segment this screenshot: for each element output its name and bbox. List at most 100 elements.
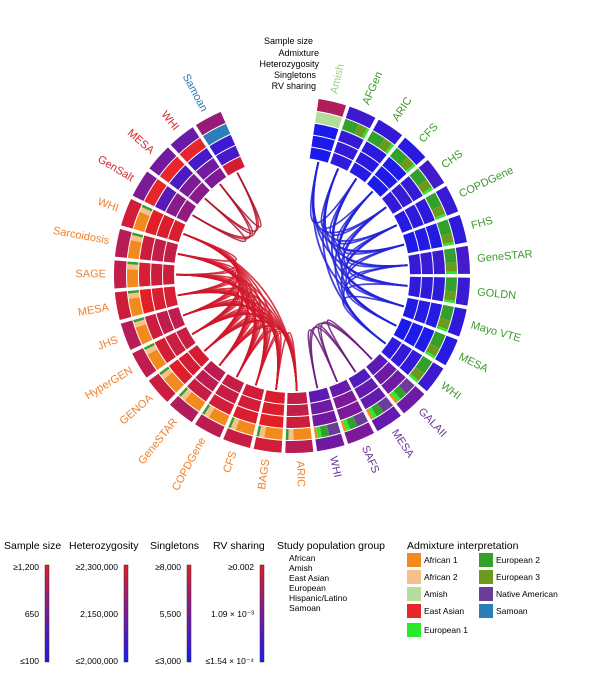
- admixture-cell: [180, 388, 192, 401]
- study-label: WHI: [439, 380, 463, 402]
- study-segment: [382, 159, 445, 214]
- admixture-cell: [399, 157, 414, 172]
- admixture-cell: [316, 426, 322, 438]
- study-label: BAGS: [256, 458, 272, 490]
- singletons-cell: [414, 300, 431, 324]
- admixture-cell: [445, 271, 457, 275]
- study-label: GALAII: [416, 406, 449, 440]
- sample-size-cell: [435, 186, 459, 216]
- study-segment: [149, 147, 210, 205]
- study-label: CFS: [221, 450, 239, 475]
- singletons-cell: [178, 352, 201, 376]
- admixture-cell: [389, 147, 408, 166]
- legend-population-title: Study population group: [277, 540, 385, 552]
- track-label-sample-size: Sample size: [264, 36, 313, 46]
- rv-sharing-cell: [163, 264, 175, 285]
- legend-admixture: Admixture interpretation African 1 Africa…: [407, 540, 558, 637]
- admixture-cell: [326, 422, 341, 436]
- heterozygosity-cell: [286, 415, 311, 428]
- sample-size-cell: [121, 199, 142, 229]
- admixture-cell: [354, 124, 368, 138]
- admixture-legend-item: Native American: [479, 587, 558, 601]
- admixture-cell: [159, 156, 185, 183]
- heterozygosity-cell: [187, 378, 213, 402]
- heterozygosity-cell: [425, 223, 443, 249]
- admixture-cell: [443, 248, 457, 264]
- study-segment: [114, 286, 178, 320]
- admixture-cell: [390, 390, 401, 402]
- admixture-cell: [415, 355, 433, 374]
- sample-size-cell: [169, 395, 199, 423]
- admixture-cell: [437, 317, 451, 330]
- population-legend-item: African: [289, 553, 316, 563]
- admixture-cell: [235, 419, 256, 436]
- study-segment: [366, 353, 425, 414]
- study-label: WHI: [96, 196, 120, 215]
- admixture-cell: [293, 427, 312, 440]
- legend-sample-size-mid: 650: [25, 609, 39, 619]
- admixture-cell: [398, 378, 415, 394]
- admixture-label: European 2: [496, 555, 540, 565]
- study-label: SAFS: [359, 444, 381, 475]
- heterozygosity-cell: [360, 387, 386, 410]
- admixture-swatch: [479, 570, 493, 584]
- admixture-cell: [178, 387, 189, 397]
- admixture-swatch: [407, 553, 421, 567]
- admixture-cell: [353, 411, 369, 427]
- heterozygosity-cell: [431, 277, 445, 302]
- heterozygosity-cell: [425, 302, 443, 328]
- singletons-cell: [311, 135, 335, 152]
- singletons-cell: [165, 193, 187, 218]
- study-label: HyperGEN: [83, 365, 135, 402]
- legend-sample-size-min: ≤100: [20, 656, 39, 666]
- rv-sharing-cell: [309, 147, 332, 163]
- rv-sharing-cell: [168, 219, 186, 243]
- singletons-cell: [404, 204, 424, 229]
- study-segment: [348, 368, 401, 432]
- admixture-cell: [385, 143, 395, 155]
- study-segment: [394, 186, 459, 233]
- admixture-cell: [377, 396, 393, 413]
- sample-size-cell: [149, 147, 177, 176]
- study-label: MESA: [389, 427, 416, 460]
- study-segment: [330, 106, 376, 171]
- study-label: GeneSTAR: [477, 248, 533, 265]
- study-label: AFGen: [360, 70, 385, 107]
- rv-sharing-cell: [394, 210, 413, 233]
- study-segment: [170, 127, 227, 189]
- study-segment: [120, 307, 185, 350]
- rv-sharing-cell: [402, 297, 419, 320]
- admixture-cell: [410, 367, 425, 381]
- sample-size-cell: [195, 111, 226, 136]
- admixture-swatch: [407, 587, 421, 601]
- admixture-cell: [139, 206, 152, 216]
- admixture-cell: [362, 128, 370, 139]
- admixture-legend-item: African 1: [407, 553, 458, 567]
- admixture-cell: [228, 417, 235, 429]
- admixture-cell: [313, 427, 318, 439]
- sample-size-cell: [170, 127, 200, 154]
- singletons-cell: [355, 151, 380, 173]
- heterozygosity-cell: [336, 401, 363, 421]
- study-segment: [114, 260, 175, 289]
- admixture-cell: [184, 391, 206, 412]
- track-label-singletons: Singletons: [274, 70, 317, 80]
- rv-sharing-cell: [204, 167, 227, 189]
- rv-sharing-cell: [393, 318, 413, 341]
- admixture-label: European 1: [424, 625, 468, 635]
- rv-sharing-cell: [242, 383, 265, 401]
- study-segment: [403, 215, 467, 254]
- rv-sharing-cell: [221, 373, 245, 393]
- rv-sharing-cell: [203, 360, 226, 382]
- admixture-cell: [409, 168, 427, 187]
- admixture-legend-item: Samoan: [479, 604, 528, 618]
- admixture-swatch: [479, 553, 493, 567]
- legend-heterozygosity-bar: [123, 564, 129, 663]
- admixture-cell: [444, 290, 457, 301]
- admixture-cell: [342, 419, 351, 431]
- study-segment: [132, 327, 196, 378]
- heterozygosity-cell: [139, 288, 155, 314]
- study-segment: [366, 137, 426, 197]
- legend-heterozygosity-min: ≤2,000,000: [76, 656, 119, 666]
- population-legend-item: European: [289, 583, 326, 593]
